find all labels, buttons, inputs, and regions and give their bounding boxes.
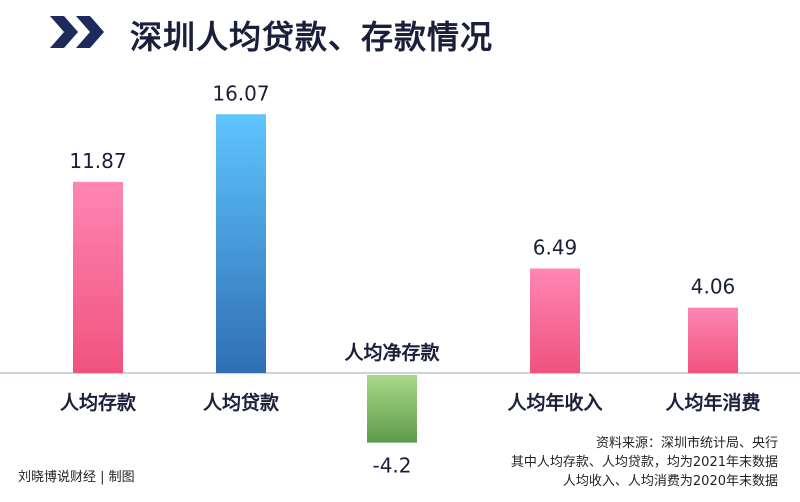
bar-1 <box>73 181 123 373</box>
page-title: 深圳人均贷款、存款情况 <box>130 18 494 56</box>
bar-2 <box>216 114 266 373</box>
source-note: 资料来源：深圳市统计局、央行 <box>595 436 778 451</box>
data-year-note: 其中人均存款、人均贷款，均为2021年末数据 <box>510 455 778 470</box>
category-label-4: 人均年收入 <box>507 391 602 414</box>
value-label-4: 6.49 <box>533 236 578 260</box>
data-year-note-2: 人均收入、人均消费为2020年末数据 <box>562 474 778 489</box>
value-label-5: 4.06 <box>691 275 736 299</box>
bar-4 <box>530 268 580 373</box>
bar-5 <box>688 307 738 373</box>
double-chevron-icon <box>50 16 104 48</box>
category-label-3: 人均净存款 <box>344 341 440 364</box>
value-label-2: 16.07 <box>212 81 269 105</box>
header: 深圳人均贷款、存款情况 <box>0 0 800 70</box>
category-label-1: 人均存款 <box>60 391 137 414</box>
bar-3 <box>367 375 417 443</box>
category-label-2: 人均贷款 <box>203 391 280 414</box>
credit-text: 刘晓博说财经 | 制图 <box>18 470 135 485</box>
category-label-5: 人均年消费 <box>665 391 760 414</box>
value-label-3: -4.2 <box>372 454 411 478</box>
value-label-1: 11.87 <box>69 149 126 173</box>
